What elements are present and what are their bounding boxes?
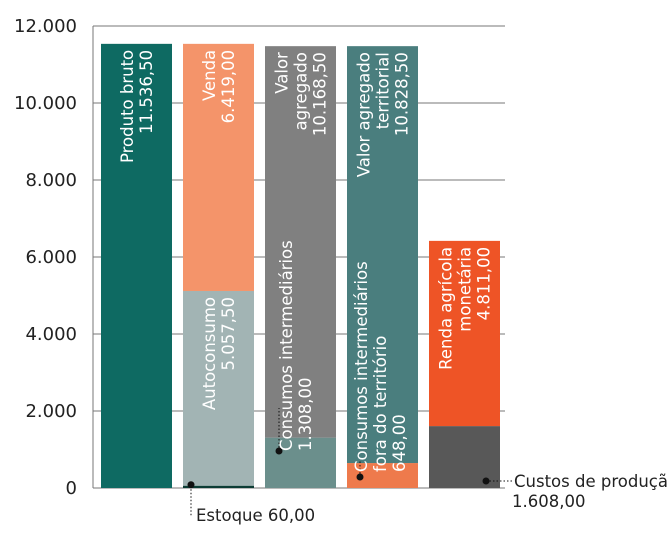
bar-segment [183,290,254,486]
y-tick-label: 12.000 [14,16,77,37]
bar-segment [183,485,254,488]
y-tick-label: 4.000 [25,324,77,345]
bar-segment [347,46,418,464]
bar-label-text: Venda6.419,00 [200,50,238,123]
bar-label: Venda6.419,00 [200,50,238,123]
consumos-fora-label: Consumos intermediáriosfora do territóri… [352,261,409,472]
bar-segment [429,240,500,427]
y-tick-label: 8.000 [25,170,77,191]
bar-segment [101,43,172,488]
bar-label-text: Valor agregadoterritorial10.828,50 [355,52,412,177]
consumos-label-text: Consumos intermediários1.308,00 [277,240,315,451]
bar-label-text: Renda agrícolamonetária4.811,00 [437,247,494,370]
consumos-fora-label-text: Consumos intermediáriosfora do territóri… [352,261,409,472]
bar-label: Renda agrícolamonetária4.811,00 [437,247,494,370]
bar-label: Valoragregado10.168,50 [273,52,330,136]
bar-label: Valor agregadoterritorial10.828,50 [355,52,412,177]
bar-segment [265,46,336,438]
estoque-label: Estoque 60,00 [196,506,315,525]
bar-label: Produto bruto11.536,50 [118,50,156,163]
bar-label-text: Autoconsumo5.057,50 [200,297,238,410]
estoque-marker [187,481,195,489]
bar-label-text: Valoragregado10.168,50 [273,52,330,136]
bar-segment [265,437,336,488]
consumos-label: Consumos intermediários1.308,00 [277,240,315,451]
custos-label: Custos de produção 1.608,00 [512,472,668,511]
bar-segment [429,426,500,488]
y-tick-label: 0 [66,478,77,499]
y-tick-label: 2.000 [25,401,77,422]
bar-segment [183,43,254,291]
bar-label: Autoconsumo5.057,50 [200,297,238,410]
y-tick-label: 10.000 [14,93,77,114]
bar-label-text: Produto bruto11.536,50 [118,50,156,163]
y-tick-label: 6.000 [25,247,77,268]
